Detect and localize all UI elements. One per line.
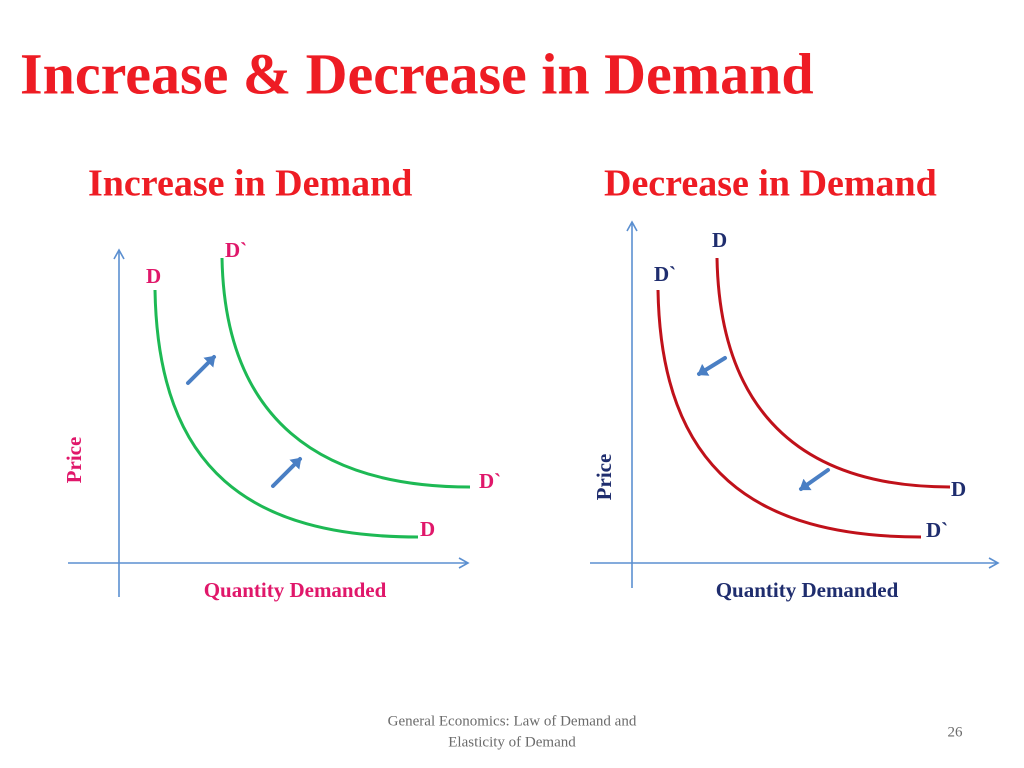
x-axis-label: Quantity Demanded: [716, 578, 899, 602]
panel-heading: Decrease in Demand: [604, 163, 937, 205]
panel-heading: Increase in Demand: [88, 163, 412, 205]
shift-arrow: [799, 468, 830, 491]
shift-arrow: [271, 457, 302, 488]
curve-label: D`: [479, 469, 501, 493]
footer-text: Elasticity of Demand: [448, 734, 576, 750]
curve-label: D: [146, 264, 161, 288]
curve-label: D: [420, 517, 435, 541]
page-number: 26: [948, 724, 964, 740]
curve-label: D`: [654, 262, 676, 286]
shifted-demand-curve: [220, 257, 471, 489]
shift-arrow: [186, 355, 216, 385]
slide-title: Increase & Decrease in Demand: [20, 41, 814, 106]
demand-curve: [715, 257, 951, 489]
shifted-demand-curve: [656, 289, 922, 539]
shift-arrow: [697, 356, 727, 376]
y-axis-label: Price: [592, 454, 616, 501]
decrease-panel: Decrease in Demand D D` D D` Price Quant…: [590, 163, 1000, 602]
curve-label: D`: [926, 518, 948, 542]
curve-label: D: [712, 228, 727, 252]
x-axis-label: Quantity Demanded: [204, 578, 387, 602]
increase-panel: Increase in Demand D D` D` D Price Quant…: [62, 163, 501, 602]
y-axis-label: Price: [62, 437, 86, 484]
curve-label: D`: [225, 238, 247, 262]
curve-label: D: [951, 477, 966, 501]
footer-text: General Economics: Law of Demand and: [388, 713, 637, 729]
demand-curve: [153, 289, 419, 539]
